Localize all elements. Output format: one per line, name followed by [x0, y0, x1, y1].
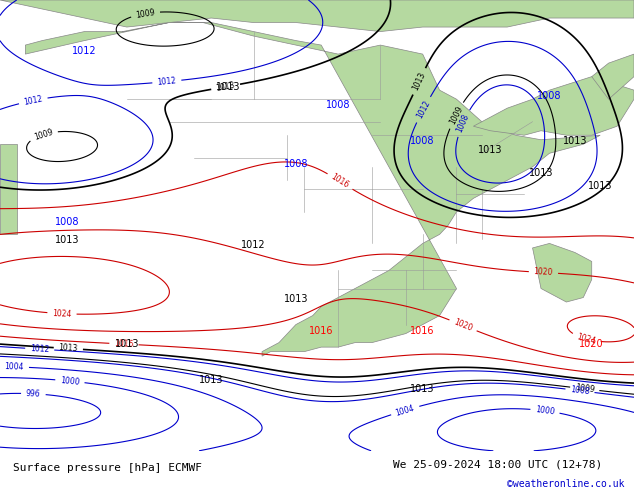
Text: 1013: 1013 — [529, 168, 553, 178]
Polygon shape — [25, 23, 600, 356]
Text: 1009: 1009 — [574, 383, 595, 394]
Text: 1016: 1016 — [309, 325, 333, 336]
Text: 1008: 1008 — [326, 100, 351, 110]
Text: 1004: 1004 — [394, 403, 416, 417]
Text: 1012: 1012 — [157, 76, 177, 87]
Text: 1008: 1008 — [55, 218, 80, 227]
Text: 1024: 1024 — [576, 332, 597, 346]
Text: 1013: 1013 — [283, 294, 308, 304]
Text: 1008: 1008 — [455, 113, 471, 134]
Text: 1009: 1009 — [33, 127, 54, 142]
Text: 1013: 1013 — [410, 384, 435, 394]
Text: 1012: 1012 — [72, 46, 97, 56]
Text: 1009: 1009 — [448, 105, 465, 126]
Text: 1013: 1013 — [216, 81, 236, 93]
Text: ©weatheronline.co.uk: ©weatheronline.co.uk — [507, 479, 624, 489]
Text: 1013: 1013 — [55, 235, 80, 245]
Text: 1012: 1012 — [30, 344, 49, 354]
Text: 1000: 1000 — [60, 376, 80, 387]
Text: 1013: 1013 — [411, 71, 427, 92]
Text: 1013: 1013 — [199, 375, 224, 385]
Text: 1008: 1008 — [283, 159, 308, 169]
Text: 1024: 1024 — [52, 309, 72, 318]
Text: 1013: 1013 — [115, 339, 139, 349]
Text: 1012: 1012 — [415, 99, 432, 120]
Text: 1016: 1016 — [330, 172, 351, 191]
Polygon shape — [0, 0, 634, 31]
Text: 1012: 1012 — [242, 240, 266, 250]
Polygon shape — [592, 54, 634, 99]
Text: 1009: 1009 — [135, 7, 156, 20]
Text: 1020: 1020 — [453, 318, 474, 333]
Text: 1004: 1004 — [4, 362, 24, 371]
Text: 1008: 1008 — [570, 385, 590, 396]
Text: 1016: 1016 — [114, 339, 134, 349]
Polygon shape — [474, 76, 634, 135]
Polygon shape — [0, 144, 17, 234]
Text: 1000: 1000 — [535, 405, 555, 416]
Text: Surface pressure [hPa] ECMWF: Surface pressure [hPa] ECMWF — [13, 464, 202, 473]
Polygon shape — [533, 244, 592, 302]
Text: 1012: 1012 — [23, 94, 44, 107]
Text: 1013: 1013 — [478, 145, 503, 155]
Text: 1013: 1013 — [58, 343, 78, 354]
Text: 1008: 1008 — [537, 91, 562, 101]
Text: 1008: 1008 — [410, 136, 435, 146]
Text: 1013: 1013 — [216, 82, 240, 92]
Text: We 25-09-2024 18:00 UTC (12+78): We 25-09-2024 18:00 UTC (12+78) — [393, 460, 602, 469]
Text: 996: 996 — [26, 389, 41, 399]
Text: 1013: 1013 — [562, 136, 587, 146]
Text: 1013: 1013 — [588, 181, 612, 191]
Text: 1016: 1016 — [410, 325, 435, 336]
Text: 1020: 1020 — [579, 339, 604, 349]
Text: 1020: 1020 — [534, 268, 553, 277]
